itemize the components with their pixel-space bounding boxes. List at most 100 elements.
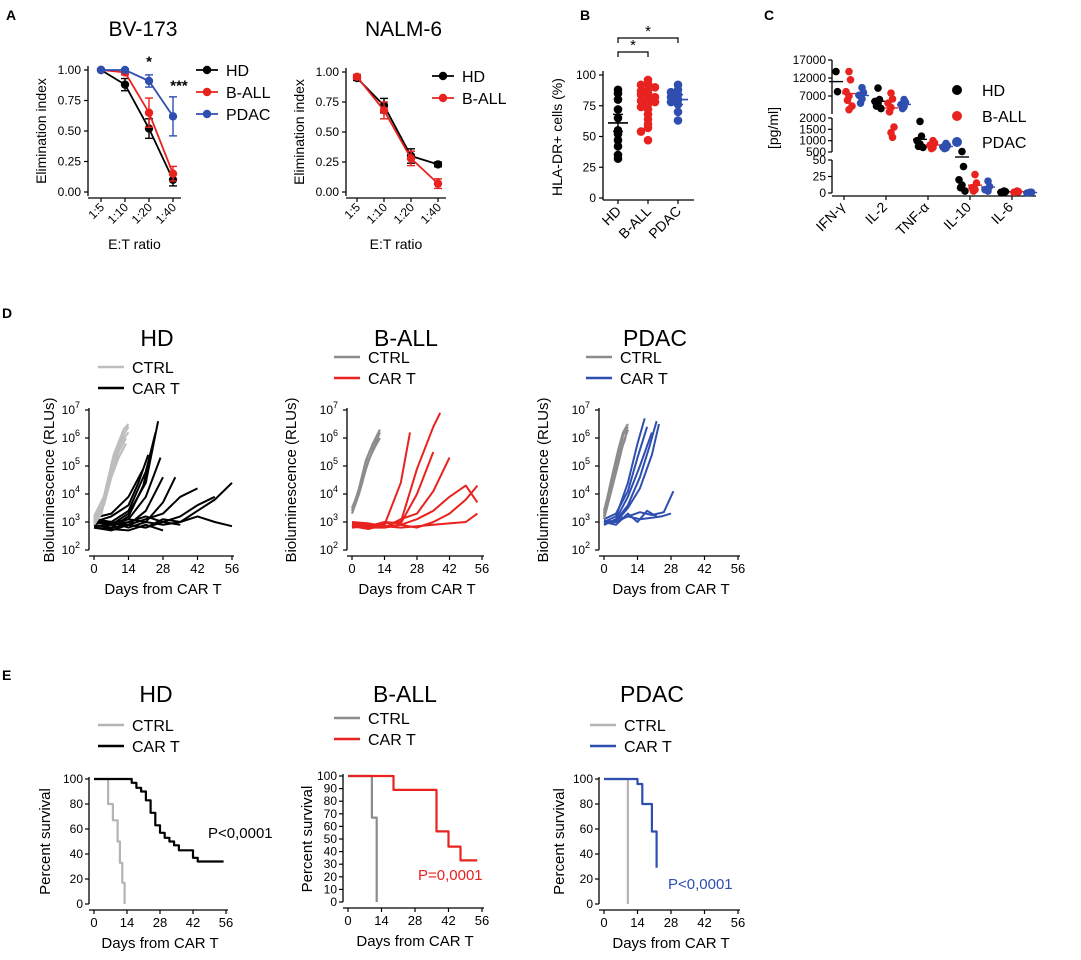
data-point: [959, 162, 968, 171]
legend-label: PDAC: [982, 135, 1026, 152]
data-point: [636, 127, 646, 136]
series-line: [100, 69, 174, 175]
chart-title: PDAC: [620, 681, 684, 707]
data-point: [636, 80, 646, 90]
y-tick-label: 0: [589, 191, 596, 205]
data-point: [845, 67, 853, 76]
legend-label: CAR T: [620, 371, 668, 388]
y-tick-exponent: 2: [333, 540, 338, 550]
data-point: [613, 154, 623, 163]
data-point: [636, 102, 646, 112]
y-axis-label: Percent survival: [299, 786, 316, 893]
data-point: [843, 96, 852, 105]
legend-label: B-ALL: [226, 85, 271, 102]
x-tick-label: 56: [475, 561, 489, 576]
x-tick-label: IL-2: [862, 199, 891, 228]
x-tick-label: 28: [408, 913, 422, 928]
y-tick-label: 40: [324, 845, 338, 859]
y-tick-exponent: 6: [585, 428, 590, 438]
y-tick-label: 25: [813, 170, 827, 184]
x-tick-label: 1:20: [129, 200, 156, 227]
y-tick-label: 50: [583, 130, 597, 144]
car-t-line: [603, 418, 646, 523]
data-point: [832, 67, 840, 76]
legend-label: CTRL: [620, 350, 662, 367]
y-tick-label: 80: [324, 794, 338, 808]
ctrl-line: [93, 437, 127, 525]
y-tick-label: 20: [580, 872, 594, 886]
y-axis-label: Bioluminescence (RLUs): [41, 397, 58, 562]
y-axis-label: Elimination index: [291, 79, 307, 185]
x-tick-label: 28: [153, 915, 167, 930]
legend-label: CTRL: [132, 360, 174, 377]
y-tick-label: 12000: [793, 71, 827, 85]
data-point: [643, 123, 653, 133]
x-tick-label: 56: [225, 561, 239, 576]
x-tick-label: 1:10: [364, 200, 391, 227]
car-t-survival-curve: [604, 777, 658, 868]
y-tick-label: 25: [583, 160, 597, 174]
y-tick-label: 10: [572, 431, 586, 445]
ctrl-line: [350, 437, 381, 509]
data-point: [643, 135, 653, 145]
y-tick-label: 7000: [799, 89, 826, 103]
x-axis-label: E:T ratio: [108, 236, 161, 252]
x-tick-label: 14: [120, 915, 134, 930]
data-point: [919, 143, 927, 152]
data-point: [352, 72, 362, 82]
car-t-survival-curve: [348, 774, 478, 862]
x-tick-label: 0: [344, 913, 351, 928]
chart-title: B-ALL: [373, 681, 437, 707]
y-tick-label: 60: [580, 822, 594, 836]
y-tick-label: 0: [586, 897, 593, 911]
y-tick-label: 10: [320, 543, 334, 557]
chart-title: HD: [140, 325, 173, 351]
data-point: [144, 124, 154, 133]
legend-label: CAR T: [624, 739, 672, 756]
y-tick-exponent: 2: [75, 540, 80, 550]
x-axis-label: Days from CAR T: [356, 933, 473, 950]
data-point: [650, 83, 660, 92]
data-point: [984, 187, 992, 195]
ctrl-survival-curve: [604, 777, 630, 904]
x-tick-label: 0: [600, 915, 607, 930]
ctrl-survival-curve: [348, 774, 378, 902]
y-tick-exponent: 3: [75, 512, 80, 522]
car-t-line: [93, 468, 145, 519]
car-t-survival-curve: [94, 777, 224, 863]
chart-E1: HD 0 20 40 60 80 100 0 14 28 42 56 Percent survival D…: [37, 681, 273, 952]
chart-title: NALM-6: [365, 18, 442, 41]
data-point: [971, 170, 979, 179]
y-tick-exponent: 7: [75, 400, 80, 410]
legend-marker: [952, 85, 962, 95]
y-axis-label: Bioluminescence (RLUs): [283, 397, 300, 562]
data-point: [969, 187, 978, 195]
y-tick-label: 75: [583, 99, 597, 113]
significance-bracket: [617, 51, 649, 57]
legend-label: CTRL: [368, 711, 410, 728]
y-tick-label: 40: [580, 847, 594, 861]
x-tick-label: 14: [630, 915, 644, 930]
y-tick-label: 10: [324, 882, 338, 896]
y-tick-label: 10: [62, 459, 76, 473]
data-point: [120, 65, 130, 75]
y-tick-label: 50: [324, 832, 338, 846]
y-tick-exponent: 6: [75, 428, 80, 438]
data-point: [885, 108, 894, 116]
x-tick-label: 28: [156, 561, 170, 576]
legend-marker: [202, 109, 212, 119]
data-point: [96, 65, 106, 75]
significance-mark: ***: [170, 77, 188, 94]
data-point: [643, 89, 653, 98]
data-point: [958, 147, 966, 156]
legend-label: HD: [226, 63, 249, 80]
data-point: [168, 169, 178, 178]
legend-label: CAR T: [368, 371, 416, 388]
y-tick-label: 100: [573, 772, 593, 786]
data-point: [887, 89, 895, 97]
y-tick-label: 10: [320, 403, 334, 417]
legend-marker: [202, 87, 212, 97]
legend-marker: [202, 65, 212, 75]
